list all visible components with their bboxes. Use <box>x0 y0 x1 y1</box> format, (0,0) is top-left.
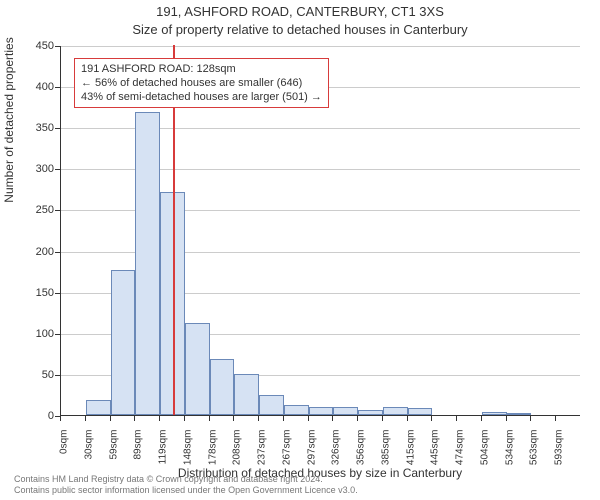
annotation-line: 191 ASHFORD ROAD: 128sqm <box>81 62 322 76</box>
y-tick-mark <box>55 169 60 170</box>
y-tick-label: 50 <box>14 369 54 381</box>
x-tick-label: 504sqm <box>479 430 490 476</box>
x-tick-mark <box>530 416 531 421</box>
x-tick-label: 89sqm <box>133 430 144 476</box>
x-tick-label: 385sqm <box>380 430 391 476</box>
x-tick-label: 474sqm <box>455 430 466 476</box>
histogram-bar <box>507 413 532 415</box>
grid-line <box>61 46 580 47</box>
x-tick-mark <box>382 416 383 421</box>
y-tick-mark <box>55 210 60 211</box>
x-tick-mark <box>506 416 507 421</box>
y-tick-label: 0 <box>14 410 54 422</box>
x-tick-label: 119sqm <box>158 430 169 476</box>
x-tick-label: 208sqm <box>232 430 243 476</box>
y-tick-label: 450 <box>14 40 54 52</box>
x-tick-mark <box>134 416 135 421</box>
histogram-bar <box>86 400 111 415</box>
y-tick-label: 300 <box>14 163 54 175</box>
x-tick-label: 563sqm <box>529 430 540 476</box>
x-tick-mark <box>60 416 61 421</box>
x-tick-label: 267sqm <box>281 430 292 476</box>
annotation-line: 43% of semi-detached houses are larger (… <box>81 90 322 104</box>
y-tick-mark <box>55 293 60 294</box>
x-tick-label: 0sqm <box>59 430 70 476</box>
y-tick-mark <box>55 334 60 335</box>
x-tick-mark <box>431 416 432 421</box>
x-tick-label: 534sqm <box>504 430 515 476</box>
annotation-box: 191 ASHFORD ROAD: 128sqm ← 56% of detach… <box>74 58 329 108</box>
histogram-bar <box>482 412 507 415</box>
histogram-bar <box>259 395 284 415</box>
x-tick-mark <box>258 416 259 421</box>
footer-line: Contains public sector information licen… <box>14 485 358 496</box>
histogram-bar <box>135 112 160 415</box>
x-tick-mark <box>159 416 160 421</box>
y-tick-mark <box>55 375 60 376</box>
x-tick-label: 148sqm <box>182 430 193 476</box>
histogram-bar <box>383 407 408 415</box>
x-tick-label: 445sqm <box>430 430 441 476</box>
annotation-line: ← 56% of detached houses are smaller (64… <box>81 76 322 90</box>
x-tick-label: 297sqm <box>306 430 317 476</box>
x-tick-mark <box>555 416 556 421</box>
x-tick-mark <box>456 416 457 421</box>
x-tick-label: 30sqm <box>83 430 94 476</box>
x-tick-label: 178sqm <box>207 430 218 476</box>
y-tick-mark <box>55 87 60 88</box>
x-tick-mark <box>85 416 86 421</box>
histogram-bar <box>408 408 433 415</box>
x-tick-mark <box>332 416 333 421</box>
x-tick-label: 326sqm <box>331 430 342 476</box>
y-tick-label: 100 <box>14 328 54 340</box>
y-tick-label: 150 <box>14 287 54 299</box>
histogram-bar <box>309 407 334 415</box>
y-tick-label: 400 <box>14 81 54 93</box>
x-tick-mark <box>110 416 111 421</box>
x-tick-label: 59sqm <box>108 430 119 476</box>
x-tick-mark <box>209 416 210 421</box>
x-tick-mark <box>308 416 309 421</box>
x-tick-label: 415sqm <box>405 430 416 476</box>
x-tick-label: 237sqm <box>257 430 268 476</box>
x-tick-label: 593sqm <box>554 430 565 476</box>
histogram-bar <box>284 405 309 415</box>
histogram-bar <box>358 410 383 415</box>
y-tick-mark <box>55 128 60 129</box>
x-tick-label: 356sqm <box>356 430 367 476</box>
footer-attribution: Contains HM Land Registry data © Crown c… <box>14 474 358 497</box>
x-tick-mark <box>407 416 408 421</box>
histogram-bar <box>234 374 259 415</box>
chart-title: 191, ASHFORD ROAD, CANTERBURY, CT1 3XS <box>0 4 600 19</box>
histogram-bar <box>333 407 358 415</box>
y-tick-label: 350 <box>14 122 54 134</box>
x-tick-mark <box>283 416 284 421</box>
y-tick-mark <box>55 252 60 253</box>
x-tick-mark <box>233 416 234 421</box>
histogram-bar <box>185 323 210 415</box>
chart-subtitle: Size of property relative to detached ho… <box>0 22 600 37</box>
x-tick-mark <box>481 416 482 421</box>
histogram-bar <box>210 359 235 415</box>
y-tick-label: 250 <box>14 204 54 216</box>
y-tick-label: 200 <box>14 246 54 258</box>
x-tick-mark <box>357 416 358 421</box>
histogram-bar <box>111 270 136 415</box>
page-root: 191, ASHFORD ROAD, CANTERBURY, CT1 3XS S… <box>0 0 600 500</box>
y-tick-mark <box>55 46 60 47</box>
x-tick-mark <box>184 416 185 421</box>
